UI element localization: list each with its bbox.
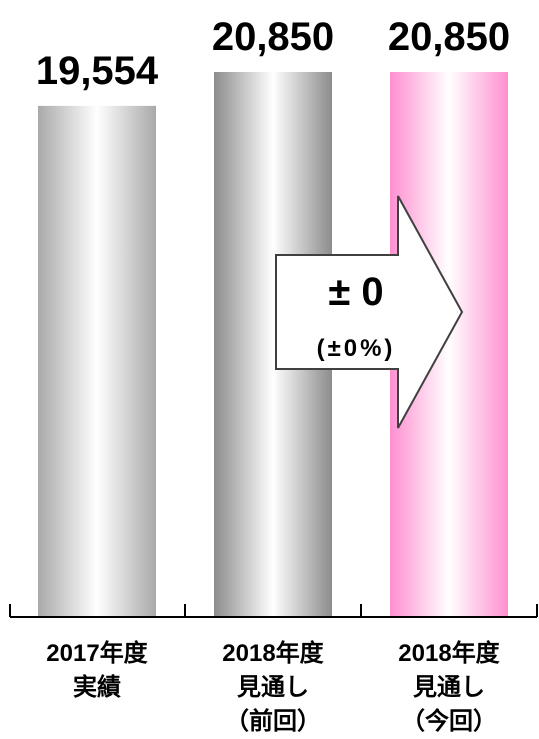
- value-label-1: 19,554: [36, 49, 159, 93]
- category-label-2-line-3: （前回）: [225, 707, 321, 735]
- value-labels-layer: 19,554 20,850 20,850: [36, 15, 510, 93]
- arrow-sub-text: (±0%): [317, 335, 396, 362]
- bar-1: [38, 105, 156, 618]
- value-label-2: 20,850: [212, 15, 334, 59]
- change-arrow: ± 0 (±0%): [275, 195, 464, 429]
- value-label-3: 20,850: [388, 15, 510, 59]
- arrow-main-text: ± 0: [328, 270, 383, 314]
- category-label-2-line-1: 2018年度: [222, 639, 324, 667]
- category-label-3-line-3: （今回）: [401, 707, 497, 735]
- arrow-shape: [275, 195, 464, 429]
- x-axis: [9, 604, 538, 618]
- category-label-3-line-1: 2018年度: [398, 639, 500, 667]
- category-label-3-line-2: 見通し: [413, 674, 485, 701]
- category-label-1-line-2: 実績: [73, 673, 121, 701]
- category-label-2-line-2: 見通し: [237, 674, 309, 701]
- category-label-1-line-1: 2017年度: [46, 639, 148, 667]
